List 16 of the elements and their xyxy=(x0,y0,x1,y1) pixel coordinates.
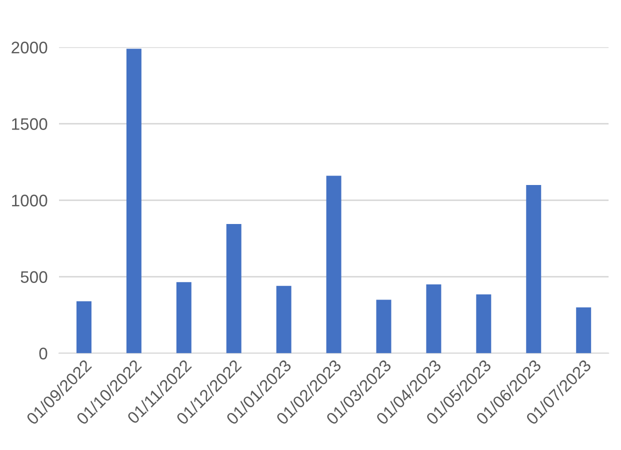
bar xyxy=(326,176,342,354)
bar xyxy=(576,307,592,354)
bar xyxy=(426,284,442,354)
bar xyxy=(126,48,142,354)
bar xyxy=(176,282,192,354)
bar xyxy=(276,286,292,354)
y-tick-label: 1000 xyxy=(12,194,48,206)
y-tick-label: 1500 xyxy=(12,118,48,130)
y-tick-label: 2000 xyxy=(12,42,48,54)
bar xyxy=(526,184,542,354)
bar xyxy=(76,301,92,354)
y-tick-label: 500 xyxy=(20,271,48,283)
bar xyxy=(376,300,392,354)
bar xyxy=(226,224,242,354)
bar xyxy=(476,294,492,354)
y-tick-label: 0 xyxy=(39,348,48,360)
